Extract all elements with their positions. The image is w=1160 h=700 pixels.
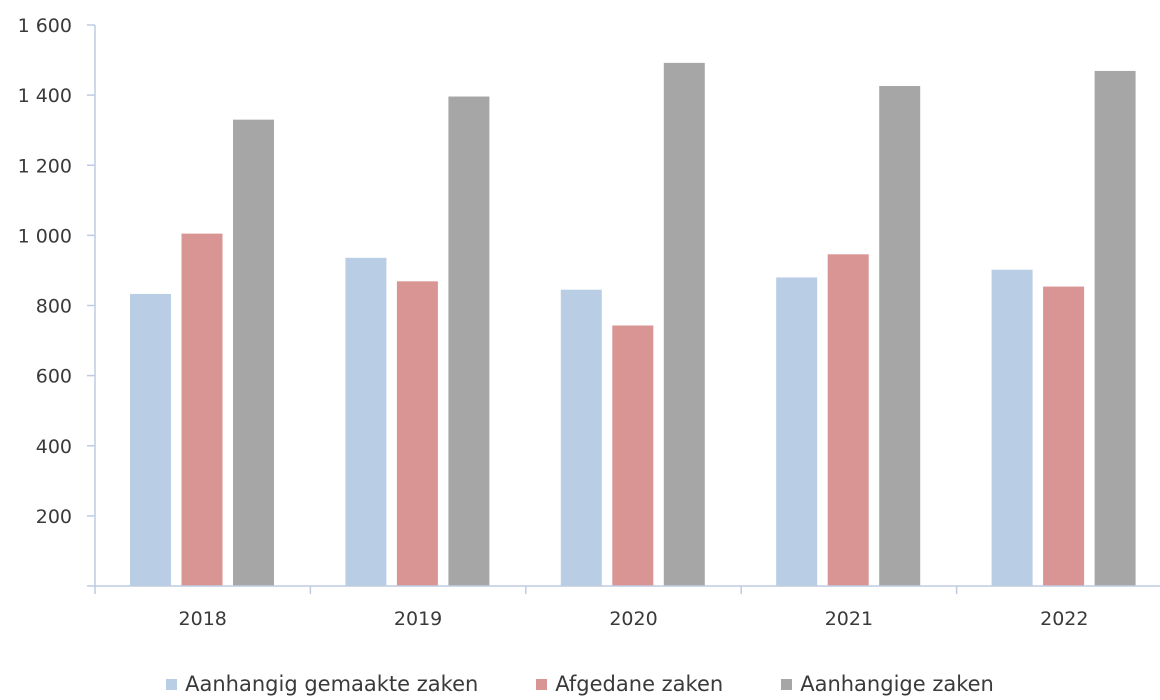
x-tick-label: 2022 [1040, 608, 1088, 630]
bars-group [130, 62, 1136, 587]
bar-2021-series-1 [827, 254, 869, 586]
bar-2022-series-0 [991, 269, 1033, 586]
legend-swatch-icon [536, 678, 548, 690]
legend-item: Aanhangige zaken [781, 668, 994, 700]
legend-swatch-icon [166, 678, 178, 690]
bar-2019-series-2 [448, 96, 490, 586]
legend-label: Aanhangige zaken [800, 672, 994, 696]
y-tick-label: 1 000 [18, 225, 72, 247]
x-tick-label: 2021 [825, 608, 873, 630]
bar-2018-series-0 [130, 293, 171, 586]
y-tick-label: 1 400 [18, 85, 72, 107]
bar-2020-series-2 [663, 62, 705, 587]
y-tick-label: 200 [36, 506, 72, 528]
legend-label: Aanhangig gemaakte zaken [185, 672, 479, 696]
y-tick-label: 400 [36, 436, 72, 458]
bar-2020-series-1 [612, 325, 654, 586]
bar-2019-series-1 [396, 281, 438, 586]
x-axis-ticks: 2018 2019 2020 2021 2022 [179, 586, 1088, 630]
axes-group [87, 25, 1160, 594]
y-tick-label: 800 [36, 296, 72, 318]
y-tick-label: 1 600 [18, 15, 72, 37]
legend-swatch-icon [781, 678, 793, 690]
x-tick-label: 2018 [179, 608, 227, 630]
legend-item: Afgedane zaken [536, 668, 723, 700]
legend: Aanhangig gemaakte zaken Afgedane zaken … [0, 668, 1160, 700]
y-tick-label: 600 [36, 366, 72, 388]
bar-2018-series-2 [233, 119, 274, 586]
bar-2022-series-2 [1094, 70, 1136, 586]
legend-label: Afgedane zaken [555, 672, 724, 696]
y-axis-ticks: 200 400 600 800 1 000 1 200 1 400 1 600 [18, 15, 95, 528]
bar-2021-series-0 [776, 277, 818, 586]
bar-2021-series-2 [879, 86, 921, 586]
bar-2018-series-1 [181, 233, 223, 586]
legend-item: Aanhangig gemaakte zaken [166, 668, 478, 700]
bar-2020-series-0 [560, 289, 602, 586]
bar-2019-series-0 [345, 257, 387, 586]
x-tick-label: 2019 [394, 608, 442, 630]
bar-2022-series-1 [1043, 286, 1085, 586]
x-tick-label: 2020 [609, 608, 657, 630]
y-tick-label: 1 200 [18, 155, 72, 177]
